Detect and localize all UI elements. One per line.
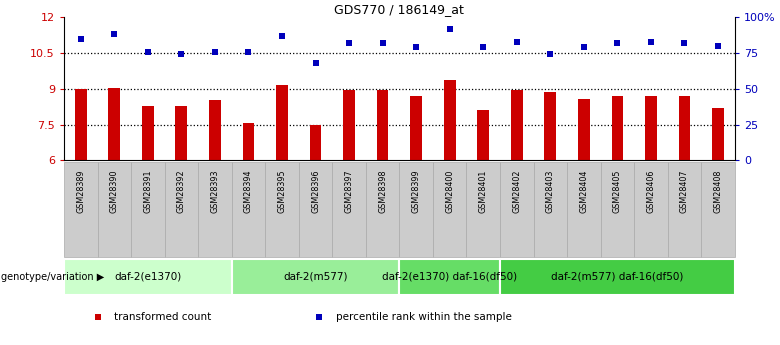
Bar	[232, 162, 265, 257]
Bar	[544, 92, 556, 160]
Text: GSM28408: GSM28408	[714, 170, 722, 213]
Text: transformed count: transformed count	[115, 312, 211, 322]
Text: GSM28397: GSM28397	[345, 170, 353, 213]
Bar	[634, 162, 668, 257]
Bar	[444, 80, 456, 160]
Bar	[567, 162, 601, 257]
Bar	[64, 259, 232, 295]
Bar	[466, 162, 500, 257]
Bar	[64, 162, 98, 257]
Bar	[332, 162, 366, 257]
Text: GSM28396: GSM28396	[311, 170, 320, 213]
Bar	[668, 162, 701, 257]
Bar	[534, 162, 567, 257]
Text: GSM28402: GSM28402	[512, 170, 521, 213]
Text: GSM28401: GSM28401	[479, 170, 488, 213]
Bar	[75, 89, 87, 160]
Bar	[701, 162, 735, 257]
Bar	[645, 96, 657, 160]
Text: GSM28389: GSM28389	[76, 170, 85, 213]
Text: GSM28392: GSM28392	[177, 170, 186, 213]
Bar	[198, 162, 232, 257]
Title: GDS770 / 186149_at: GDS770 / 186149_at	[335, 3, 464, 16]
Bar	[679, 96, 690, 160]
Bar	[377, 90, 388, 160]
Bar	[243, 123, 254, 160]
Text: daf-2(e1370) daf-16(df50): daf-2(e1370) daf-16(df50)	[382, 272, 517, 282]
Text: GSM28407: GSM28407	[680, 170, 689, 213]
Text: GSM28404: GSM28404	[580, 170, 588, 213]
Bar	[578, 99, 590, 160]
Bar	[98, 162, 131, 257]
Bar	[410, 96, 422, 160]
Text: GSM28391: GSM28391	[144, 170, 152, 213]
Bar	[209, 100, 221, 160]
Bar	[511, 90, 523, 160]
Text: GSM28395: GSM28395	[278, 170, 286, 213]
Bar	[712, 108, 724, 160]
Text: genotype/variation ▶: genotype/variation ▶	[1, 272, 104, 282]
Text: daf-2(m577) daf-16(df50): daf-2(m577) daf-16(df50)	[551, 272, 683, 282]
Bar	[310, 125, 321, 160]
Bar	[612, 96, 623, 160]
Text: GSM28399: GSM28399	[412, 170, 420, 213]
Bar	[500, 259, 735, 295]
Text: GSM28406: GSM28406	[647, 170, 655, 213]
Bar	[232, 259, 399, 295]
Text: daf-2(e1370): daf-2(e1370)	[114, 272, 182, 282]
Bar	[176, 106, 187, 160]
Text: GSM28394: GSM28394	[244, 170, 253, 213]
Bar	[366, 162, 399, 257]
Text: percentile rank within the sample: percentile rank within the sample	[335, 312, 512, 322]
Text: daf-2(m577): daf-2(m577)	[283, 272, 348, 282]
Bar	[601, 162, 634, 257]
Bar	[299, 162, 332, 257]
Text: GSM28393: GSM28393	[211, 170, 219, 213]
Text: GSM28390: GSM28390	[110, 170, 119, 213]
Text: GSM28400: GSM28400	[445, 170, 454, 213]
Text: GSM28405: GSM28405	[613, 170, 622, 213]
Bar	[131, 162, 165, 257]
Bar	[399, 162, 433, 257]
Bar	[265, 162, 299, 257]
Bar	[477, 110, 489, 160]
Bar	[433, 162, 466, 257]
Text: GSM28398: GSM28398	[378, 170, 387, 213]
Bar	[276, 85, 288, 160]
Bar	[108, 88, 120, 160]
Bar	[343, 90, 355, 160]
Bar	[399, 259, 500, 295]
Text: GSM28403: GSM28403	[546, 170, 555, 213]
Bar	[500, 162, 534, 257]
Bar	[165, 162, 198, 257]
Bar	[142, 106, 154, 160]
